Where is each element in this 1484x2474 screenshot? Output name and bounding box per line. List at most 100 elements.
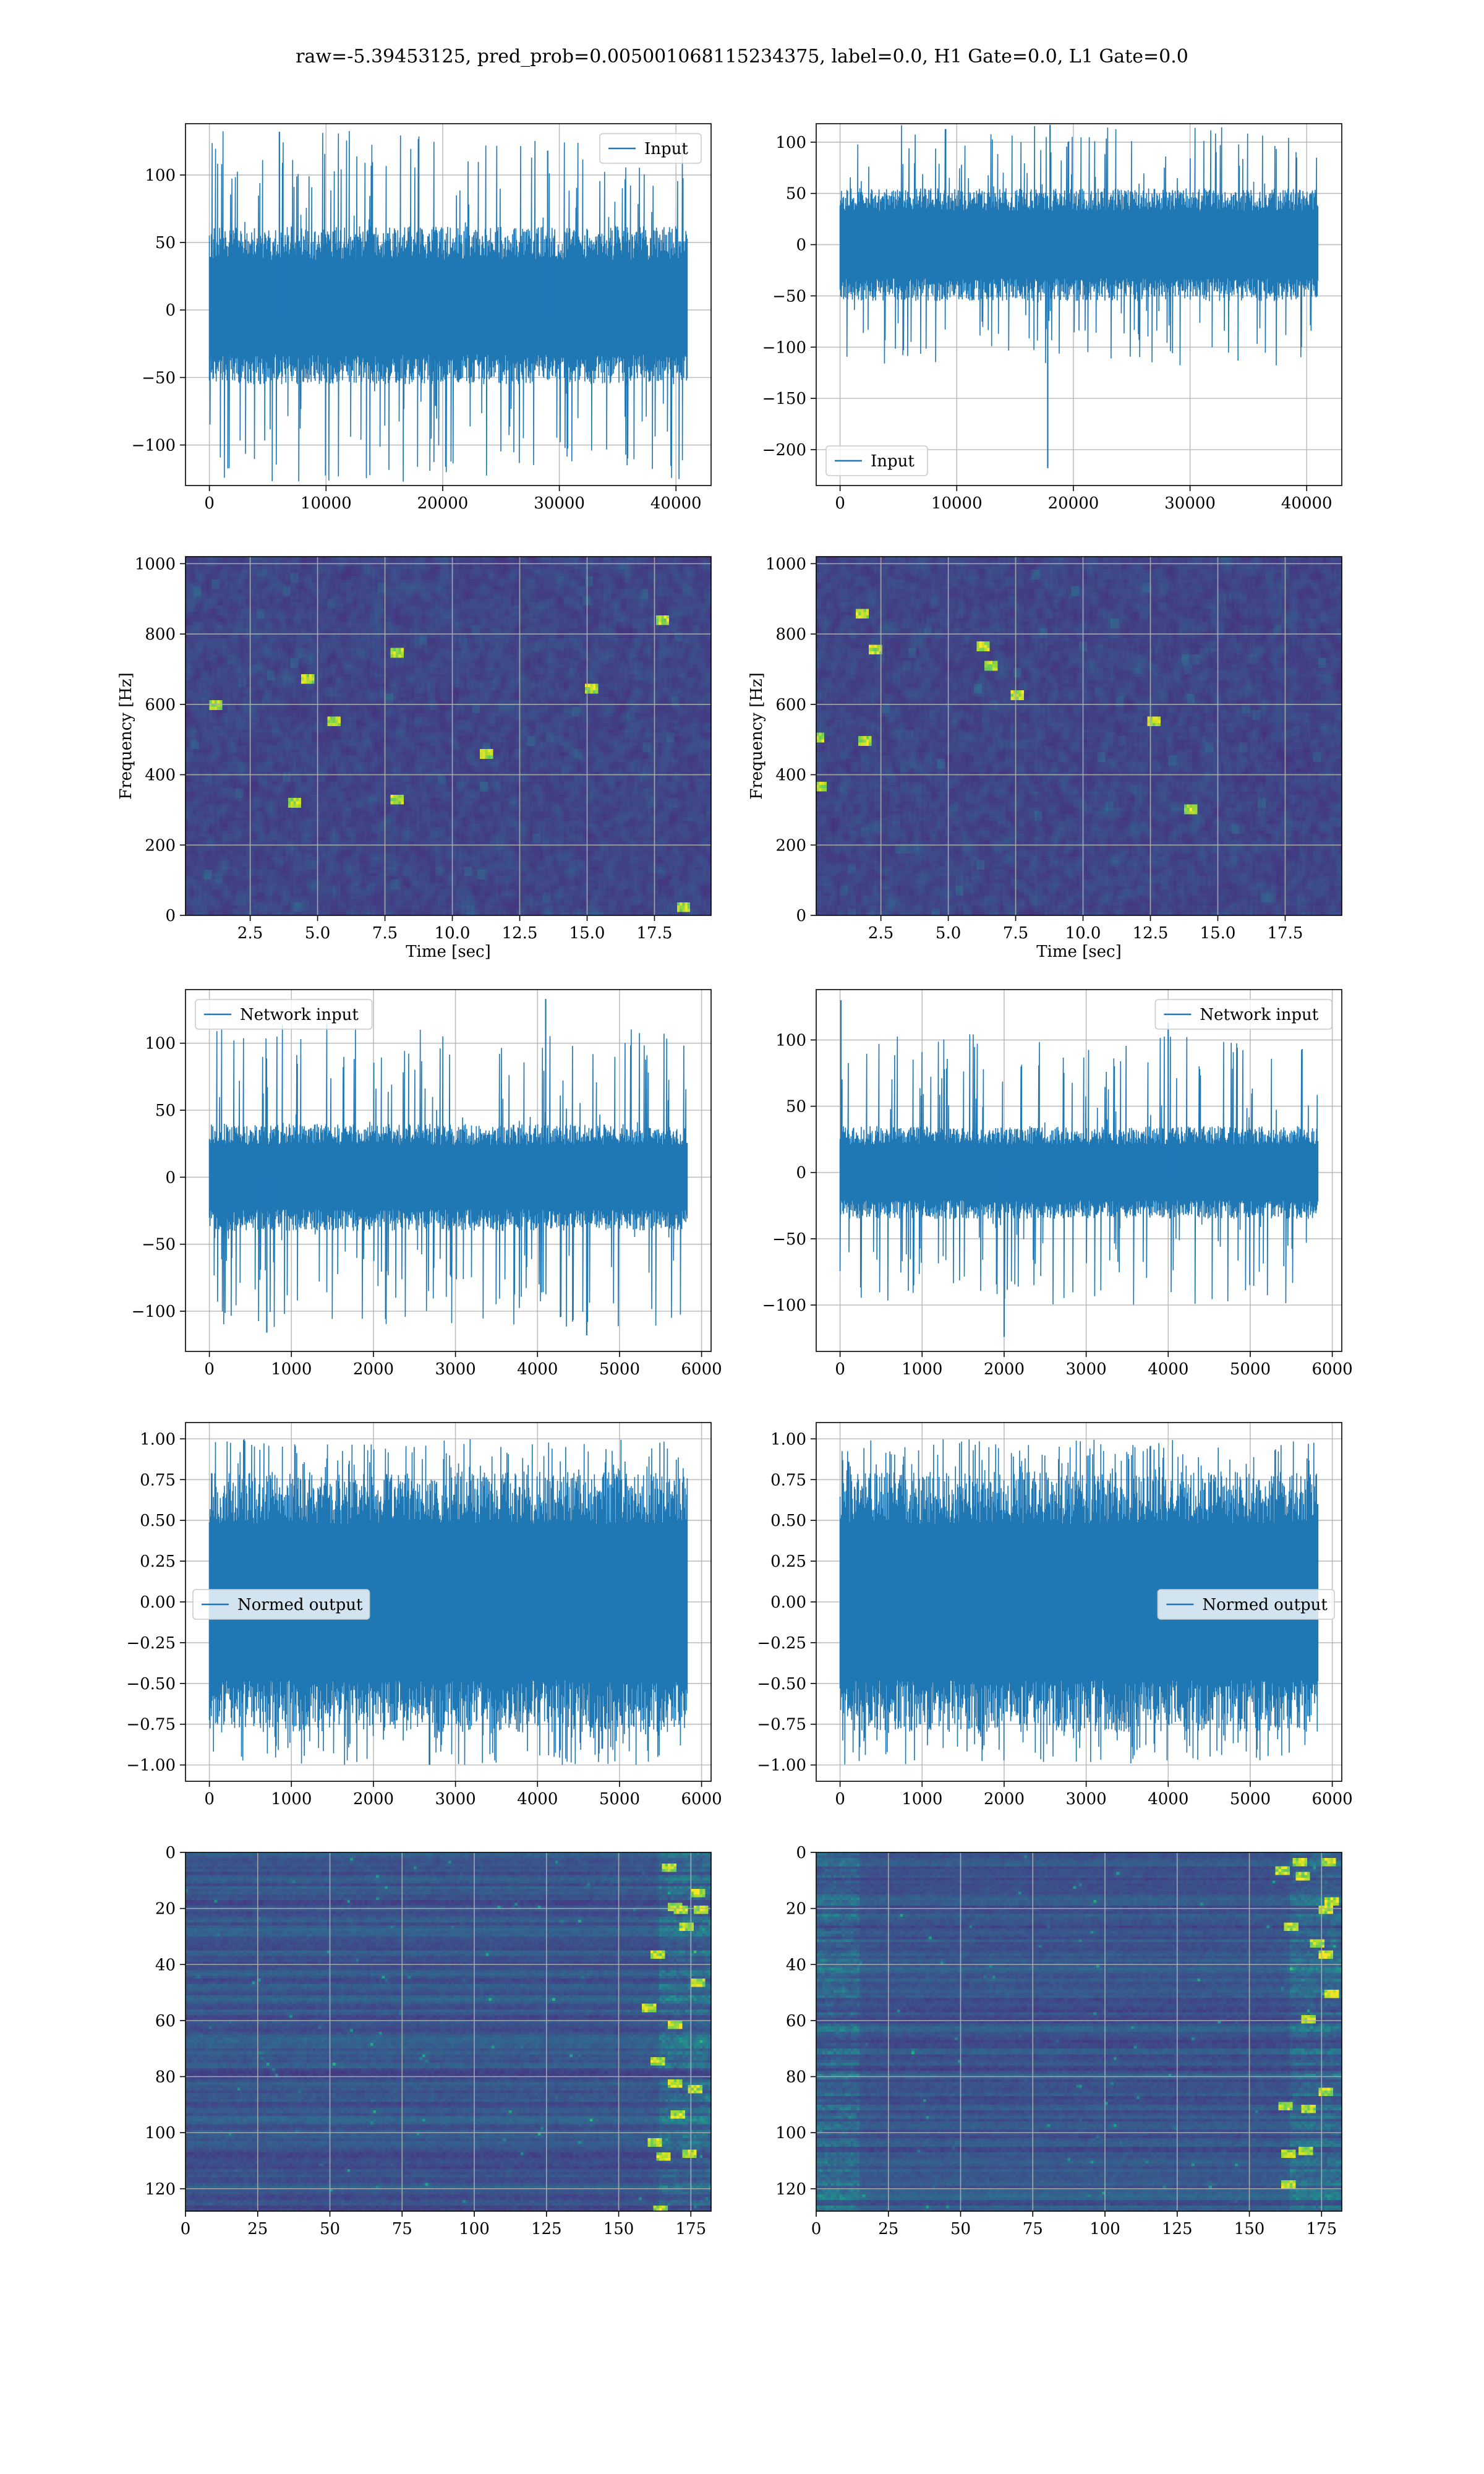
feat-h1-gridlines [186,1852,711,2211]
ts-l1-norm-ytick-label: 0.75 [770,1471,806,1489]
ts-l1-input-ytick-label: −200 [762,441,806,460]
ts-h1-norm-ytick-label: 0.25 [140,1552,176,1571]
feat-h1-xtick-label: 75 [392,2220,412,2238]
ts-l1-norm-xtick-label: 6000 [1312,1790,1353,1808]
ts-l1-norm-ytick-label: −0.25 [757,1634,806,1653]
spec-h1-gridlines [186,557,711,915]
spec-l1-axes: 2.5 5.0 7.5 10.0 12.5 15.0 17.5 0 200 400 600 800 10… [748,555,1342,961]
spec-h1-axes: 2.5 5.0 7.5 10.0 12.5 15.0 17.5 0 200 400 600 800 10… [117,555,712,961]
feat-h1-xtick-label: 100 [459,2220,490,2238]
ts-l1-norm-legend-box [1157,1589,1335,1620]
ts-l1-norm-ytick-label: −0.75 [757,1716,806,1734]
ts-h1-norm-legend: Normed output [192,1589,370,1620]
spec-l1-ytick-label: 800 [775,625,806,644]
spec-h1-xtick-label: 12.5 [502,924,538,943]
ts-h1-net-ytick-label: −50 [142,1236,176,1254]
ts-h1-norm-ytick-label: 0.00 [140,1593,176,1612]
feat-h1-frame [185,1852,712,2212]
feat-h1-xtick-label: 50 [320,2220,340,2238]
ts-l1-net-legend: Network input [1154,999,1333,1030]
ts-h1-net-legend-label: Network input [240,1006,359,1024]
ts-l1-norm-ytick-label: 0.00 [770,1593,806,1612]
ts-l1-norm-xtick-label: 1000 [902,1790,942,1808]
ts-l1-net-xtick-label: 0 [835,1360,845,1379]
ts-h1-net-xtick-label: 6000 [681,1360,722,1379]
feat-l1-ytick-label: 40 [786,1956,806,1974]
feat-l1-ytick-label: 80 [786,2068,806,2087]
feat-h1-ytick-label: 20 [155,1900,176,1919]
ts-h1-input-xtick-label: 40000 [650,494,702,513]
feat-h1-ytick-label: 120 [145,2180,176,2199]
ts-h1-net-xtick-label: 2000 [353,1360,394,1379]
feat-l1-xtick-label: 75 [1023,2220,1043,2238]
ts-l1-net-legend-label: Network input [1200,1006,1318,1024]
spec-l1-xlabel: Time [sec] [1036,943,1122,961]
feat-l1-ytick-label: 20 [786,1900,806,1919]
ts-l1-net-axes: 0 1000 2000 3000 4000 5000 6000 −100 −50 0 50 100 Ne… [762,989,1353,1379]
ts-h1-net-legend-box [195,999,373,1030]
ts-l1-norm-series-line [839,1439,1319,1765]
spec-h1-xtick-label: 10.0 [435,924,471,943]
feat-l1-xtick-label: 25 [878,2220,898,2238]
ts-l1-norm-legend: Normed output [1157,1589,1335,1620]
spec-l1-frame [816,556,1342,916]
spec-l1-gridlines [816,557,1342,915]
ts-l1-norm-xtick-label: 0 [835,1790,845,1808]
ts-h1-norm-xtick-label: 5000 [599,1790,640,1808]
ts-h1-input-series-line [208,131,688,482]
ts-l1-input-series-line [839,125,1319,366]
spec-h1-ytick-label: 1000 [135,555,176,573]
ts-h1-norm-xtick-label: 0 [204,1790,215,1808]
ts-l1-net-series-line [839,1034,1319,1305]
ts-l1-input-frame [816,123,1342,486]
ts-h1-input-xtick-label: 10000 [301,494,352,513]
feat-l1-gridlines [816,1852,1342,2211]
spec-h1-xlabel: Time [sec] [406,943,491,961]
ts-h1-norm-ytick-label: −0.50 [126,1675,176,1693]
ts-h1-net-ytick-label: −100 [132,1303,176,1321]
ts-h1-norm-xtick-label: 1000 [271,1790,312,1808]
feat-h1-xtick-label: 150 [603,2220,634,2238]
ts-h1-net-xtick-label: 4000 [517,1360,558,1379]
ts-h1-norm-ytick-label: −1.00 [126,1757,176,1775]
ts-l1-input-ytick-label: 100 [775,134,806,152]
ts-l1-net-xtick-label: 5000 [1230,1360,1271,1379]
feat-l1-ytick-label: 60 [786,2012,806,2031]
ts-l1-input-series-group [839,124,1319,468]
ts-h1-net-xtick-label: 1000 [271,1360,312,1379]
ts-h1-net-xtick-label: 5000 [599,1360,640,1379]
feat-l1-xtick-label: 175 [1306,2220,1337,2238]
spec-l1-ytick-label: 0 [796,907,806,925]
feat-h1-xtick-label: 0 [181,2220,191,2238]
ts-l1-input-xtick-label: 40000 [1281,494,1333,513]
ts-l1-input-legend-label: Input [871,452,915,471]
spec-l1-ytick-label: 200 [775,836,806,855]
spec-h1-ytick-label: 600 [145,696,176,714]
ts-h1-input-ytick-label: 50 [155,234,176,252]
spec-l1-xtick-label: 2.5 [868,924,893,943]
ts-l1-net-series-group [839,1000,1319,1337]
spec-h1-ytick-label: 0 [165,907,176,925]
ts-l1-norm-axes: 0 1000 2000 3000 4000 5000 6000 −1.00 −0.75 −0.50… [757,1422,1353,1808]
ts-l1-input-ytick-label: 0 [796,236,806,255]
ts-h1-input-frame [185,123,712,486]
feat-l1-xtick-label: 150 [1234,2220,1265,2238]
ts-h1-norm-ytick-label: −0.75 [126,1716,176,1734]
spec-h1-xtick-label: 17.5 [637,924,673,943]
ts-h1-net-xtick-label: 3000 [435,1360,476,1379]
feat-h1-ytick-label: 100 [145,2124,176,2142]
ts-l1-input-legend: Input [825,445,928,476]
spec-h1-xtick-label: 15.0 [569,924,605,943]
ts-l1-input-legend-box [825,445,928,476]
ts-l1-input-ytick-label: −150 [762,390,806,408]
feat-h1-heatmap-image [186,1852,711,2211]
ts-h1-input-axes: 0 10000 20000 30000 40000 −100 −50 0 50 100 Input [132,123,712,513]
ts-l1-norm-series-group [839,1439,1319,1765]
spec-h1-xtick-label: 5.0 [305,924,330,943]
ts-h1-net-series-line [208,1024,688,1327]
spec-h1-xtick-label: 7.5 [372,924,398,943]
feat-h1-ytick-label: 0 [165,1844,176,1862]
spec-l1-heatmap-image [816,557,1342,915]
ts-l1-input-ytick-label: 50 [786,185,806,203]
ts-l1-net-ytick-label: −50 [772,1230,806,1249]
